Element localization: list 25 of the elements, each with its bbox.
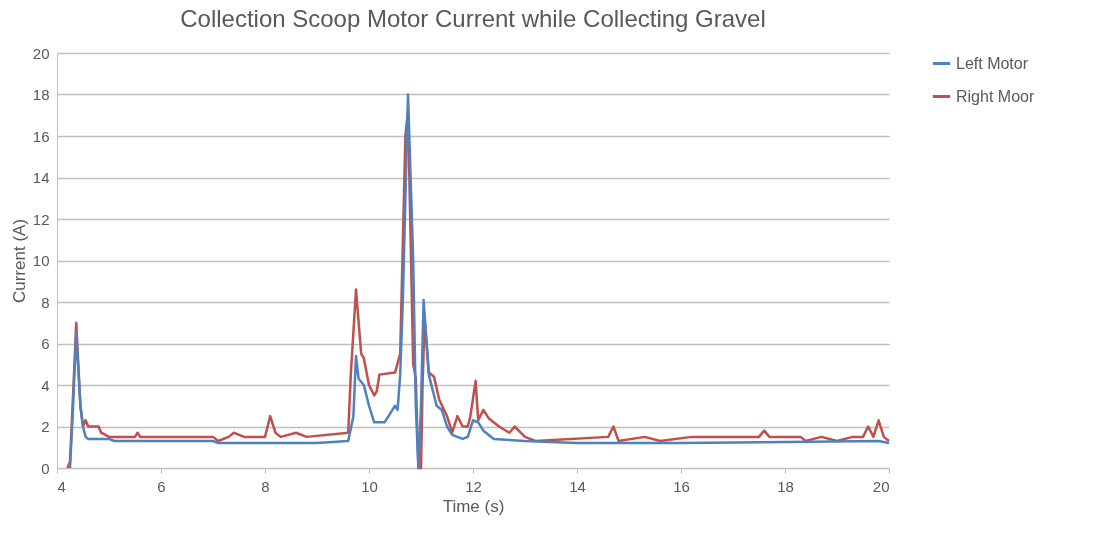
- x-tick-label: 18: [777, 477, 794, 495]
- y-tick-label: 2: [41, 418, 50, 435]
- legend-label: Right Moor: [956, 87, 1035, 105]
- y-tick-label: 16: [32, 127, 50, 145]
- y-tick-label: 8: [41, 293, 50, 311]
- x-tick-label: 10: [361, 477, 378, 495]
- x-tick-label: 14: [569, 477, 586, 495]
- chart-title: Collection Scoop Motor Current while Collecting Gravel: [180, 5, 766, 32]
- x-tick-label: 12: [465, 477, 482, 495]
- y-tick-label: 18: [32, 86, 50, 103]
- y-axis-title: Current (A): [9, 218, 29, 304]
- x-tick-label: 6: [157, 477, 166, 495]
- x-axis-title: Time (s): [442, 496, 505, 516]
- x-tick-label: 4: [57, 477, 66, 495]
- y-tick-label: 6: [41, 335, 50, 352]
- x-tick-label: 8: [261, 477, 270, 495]
- y-tick-label: 4: [41, 376, 50, 394]
- y-tick-label: 12: [32, 210, 50, 228]
- x-tick-label: 16: [673, 477, 690, 495]
- y-tick-label: 10: [32, 252, 50, 269]
- x-tick-label: 20: [872, 477, 890, 495]
- y-tick-label: 20: [32, 44, 50, 62]
- y-tick-label: 14: [32, 169, 50, 186]
- y-tick-label: 0: [41, 459, 50, 477]
- legend-label: Left Motor: [956, 54, 1029, 72]
